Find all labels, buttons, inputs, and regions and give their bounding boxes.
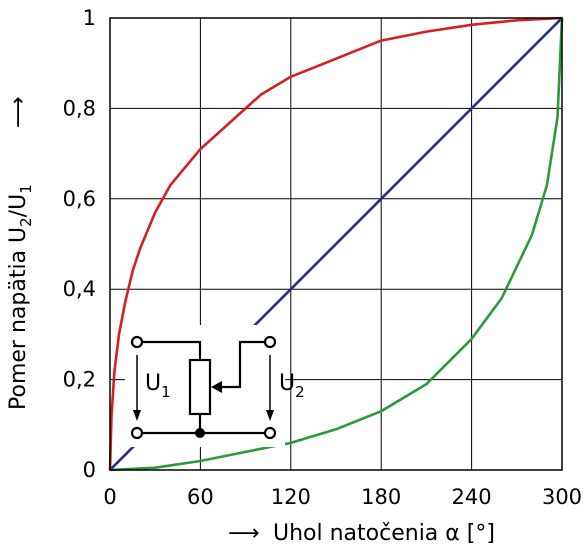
y-axis-label: Pomer napätia U2/U1 [6, 184, 35, 410]
y-tick-label: 0,2 [63, 368, 96, 392]
inset-label-u1: U1 [145, 371, 171, 401]
x-tick-label: 0 [103, 485, 116, 509]
terminal-bottom-left [130, 426, 144, 440]
y-axis-arrow: ⟶ [6, 96, 31, 128]
wire-wiper [220, 340, 265, 389]
y-tick-label: 0,8 [63, 96, 96, 120]
x-axis-label: Uhol natočenia α [°] [273, 521, 495, 546]
tick-labels: 0 60 120 180 240 300 0 0,2 0,4 0,6 0,8 1 [63, 6, 582, 509]
schematic-background [125, 325, 285, 447]
y-tick-label: 0,6 [63, 187, 96, 211]
x-tick-label: 180 [361, 485, 401, 509]
x-axis-arrow: ⟶ [228, 521, 260, 546]
x-tick-label: 240 [452, 485, 492, 509]
series-line-3 [109, 17, 564, 472]
plot-border [109, 17, 563, 471]
terminal-top-left [130, 335, 144, 349]
y-tick-label: 0 [83, 458, 96, 482]
x-tick-label: 300 [542, 485, 582, 509]
terminal-bottom-right [263, 426, 277, 440]
plot-frame [109, 17, 563, 471]
inset-label-u2: U2 [279, 371, 305, 401]
y-tick-label: 1 [83, 6, 96, 30]
x-tick-label: 120 [271, 485, 311, 509]
y-tick-label: 0,4 [63, 277, 96, 301]
terminal-top-right [263, 335, 277, 349]
wiper-arrowhead [211, 381, 222, 393]
junction-dot [195, 428, 205, 438]
x-tick-label: 60 [187, 485, 214, 509]
wire-top [142, 340, 202, 360]
series-line-1 [108, 16, 563, 471]
potentiometer-schematic: U1 U2 [125, 325, 305, 447]
voltage-arrowhead-right [266, 410, 274, 421]
voltage-arrowhead-left [133, 410, 141, 421]
